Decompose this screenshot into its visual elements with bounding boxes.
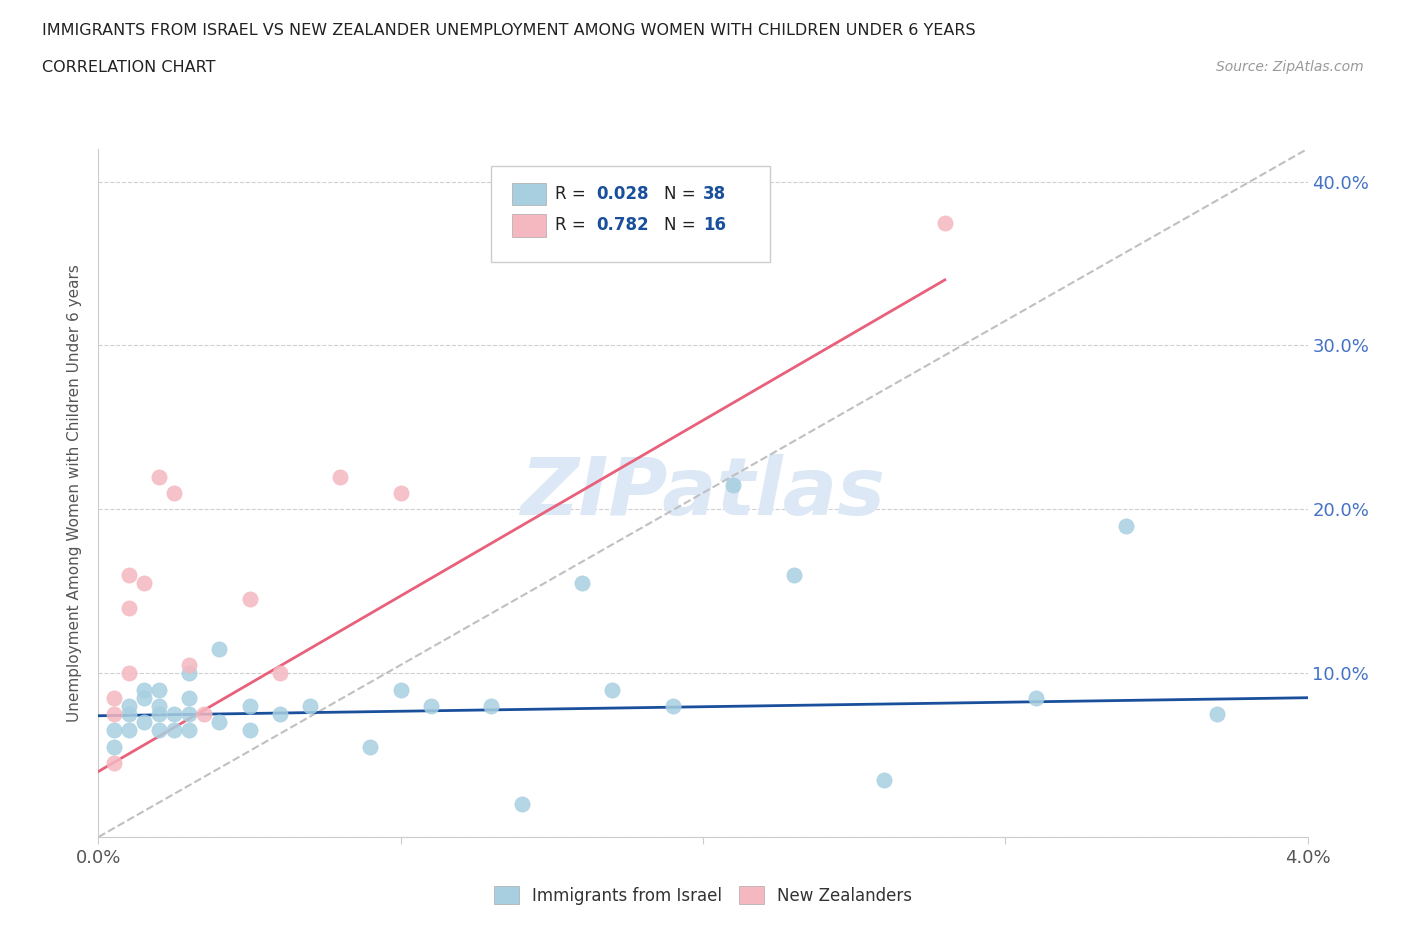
Text: CORRELATION CHART: CORRELATION CHART: [42, 60, 215, 75]
Point: [239, 592, 262, 607]
Point: [723, 477, 745, 492]
Point: [329, 469, 352, 484]
Point: [389, 682, 412, 697]
Point: [481, 698, 503, 713]
Point: [103, 756, 125, 771]
Point: [118, 600, 141, 615]
Point: [360, 739, 382, 754]
Point: [118, 723, 141, 737]
Point: [873, 772, 896, 787]
Text: Source: ZipAtlas.com: Source: ZipAtlas.com: [1216, 60, 1364, 74]
Text: 16: 16: [703, 216, 725, 233]
Text: N =: N =: [664, 216, 702, 233]
Point: [179, 690, 201, 705]
Point: [132, 682, 155, 697]
Text: IMMIGRANTS FROM ISRAEL VS NEW ZEALANDER UNEMPLOYMENT AMONG WOMEN WITH CHILDREN U: IMMIGRANTS FROM ISRAEL VS NEW ZEALANDER …: [42, 23, 976, 38]
Point: [103, 739, 125, 754]
Point: [1115, 518, 1137, 533]
Point: [103, 723, 125, 737]
Point: [510, 797, 533, 812]
Point: [783, 567, 806, 582]
Point: [1025, 690, 1047, 705]
Text: R =: R =: [555, 184, 592, 203]
Point: [661, 698, 683, 713]
Text: N =: N =: [664, 184, 702, 203]
Point: [934, 215, 956, 230]
Point: [179, 658, 201, 672]
Text: ZIPatlas: ZIPatlas: [520, 454, 886, 532]
Point: [420, 698, 443, 713]
FancyBboxPatch shape: [512, 182, 546, 206]
Legend: Immigrants from Israel, New Zealanders: Immigrants from Israel, New Zealanders: [486, 880, 920, 911]
FancyBboxPatch shape: [512, 214, 546, 237]
Point: [1206, 707, 1229, 722]
Point: [163, 485, 186, 500]
Point: [148, 707, 170, 722]
Point: [132, 576, 155, 591]
Text: 0.028: 0.028: [596, 184, 650, 203]
Point: [132, 690, 155, 705]
Point: [103, 707, 125, 722]
Point: [118, 707, 141, 722]
Point: [193, 707, 215, 722]
Point: [269, 666, 291, 681]
Text: R =: R =: [555, 216, 592, 233]
Point: [269, 707, 291, 722]
Point: [208, 641, 231, 656]
Point: [299, 698, 322, 713]
Point: [148, 469, 170, 484]
Point: [179, 707, 201, 722]
FancyBboxPatch shape: [492, 166, 769, 262]
Point: [571, 576, 593, 591]
Point: [239, 698, 262, 713]
Point: [163, 707, 186, 722]
Y-axis label: Unemployment Among Women with Children Under 6 years: Unemployment Among Women with Children U…: [67, 264, 83, 722]
Point: [148, 682, 170, 697]
Text: 0.782: 0.782: [596, 216, 650, 233]
Point: [179, 666, 201, 681]
Text: 38: 38: [703, 184, 725, 203]
Point: [208, 715, 231, 730]
Point: [148, 698, 170, 713]
Point: [163, 723, 186, 737]
Point: [179, 723, 201, 737]
Point: [132, 715, 155, 730]
Point: [118, 666, 141, 681]
Point: [118, 567, 141, 582]
Point: [148, 723, 170, 737]
Point: [118, 698, 141, 713]
Point: [239, 723, 262, 737]
Point: [389, 485, 412, 500]
Point: [103, 690, 125, 705]
Point: [602, 682, 624, 697]
